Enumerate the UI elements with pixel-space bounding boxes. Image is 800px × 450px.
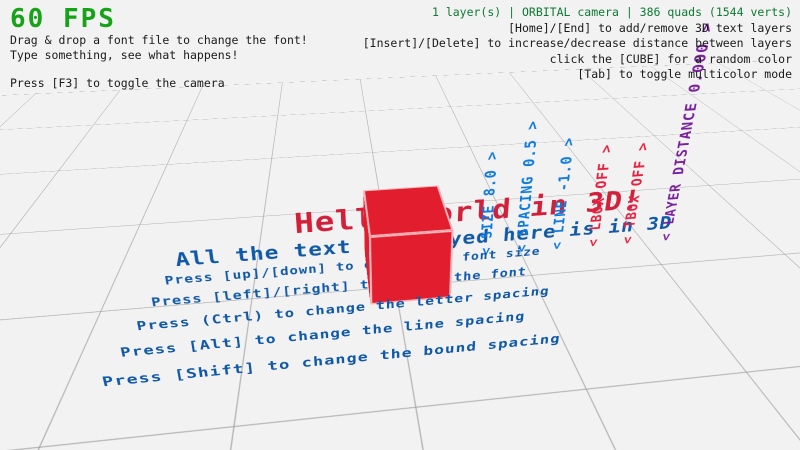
hint-multicolor: [Tab] to toggle multicolor mode <box>577 67 792 81</box>
hud-right-panel: 1 layer(s) | ORBITAL camera | 386 quads … <box>363 5 792 83</box>
hud-spacer <box>10 63 308 76</box>
hint-camera-toggle: Press [F3] to toggle the camera <box>10 76 225 90</box>
cube-object[interactable] <box>363 185 454 305</box>
cube-face-top <box>363 185 454 237</box>
fps-counter: 60 FPS <box>10 4 116 34</box>
hint-layers: [Home]/[End] to add/remove 3D text layer… <box>508 20 792 35</box>
hint-layer-distance: [Insert]/[Delete] to increase/decrease d… <box>362 36 792 50</box>
scene-stats: 1 layer(s) | ORBITAL camera | 386 quads … <box>431 5 792 19</box>
hud-left-panel: Drag & drop a font file to change the fo… <box>10 33 308 91</box>
hint-drag-drop: Drag & drop a font file to change the fo… <box>10 33 308 47</box>
hint-type: Type something, see what happens! <box>10 48 239 62</box>
hint-cube-color: click the [CUBE] for a random color <box>549 51 792 66</box>
